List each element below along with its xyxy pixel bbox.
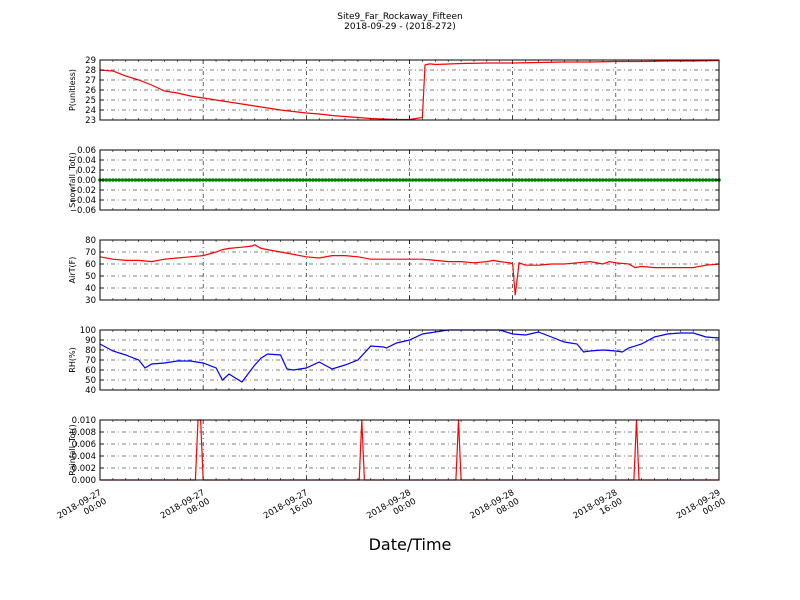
y-tick-label: 0.04 [77,156,96,166]
y-tick-label: 60 [85,366,96,376]
y-tick-label: 70 [85,248,96,258]
y-tick-label: 80 [85,346,96,356]
chart-title: Site9_Far_Rockaway_Fifteen [337,12,463,22]
y-tick-label: −0.02 [70,186,96,196]
series-line-4 [99,329,720,383]
series-line-1 [99,59,720,121]
y-tick-label: 0.06 [77,146,96,156]
series-line-3 [99,244,720,296]
panel-2: −0.06−0.04−0.020.000.020.040.06Snowfall_… [68,146,721,216]
y-tick-label: 60 [85,260,96,270]
y-tick-label: 23 [85,116,96,126]
y-axis-label: Snowfall_Tot() [68,152,77,208]
y-tick-label: 50 [85,376,96,386]
y-tick-label: 0.02 [77,166,96,176]
y-tick-label: 0.006 [72,440,96,450]
y-tick-label: 28 [85,66,96,76]
x-tick-label: 2018-09-2708:00 [159,488,212,530]
y-tick-label: 40 [85,284,96,294]
chart-subtitle: 2018-09-29 - (2018-272) [344,22,456,32]
x-tick-label: 2018-09-2800:00 [365,488,418,530]
series-markers-2 [98,178,721,182]
panel-3: 30 40 50 60 70 80 AirT(F) [68,236,720,306]
y-tick-label: 0.004 [72,452,96,462]
y-tick-label: 70 [85,356,96,366]
y-tick-label: 26 [85,86,96,96]
y-tick-label: 25 [85,96,96,106]
y-axis-label: RH(%) [68,347,77,372]
x-tick-label: 2018-09-2700:00 [56,488,109,530]
y-tick-label: 0.00 [77,176,96,186]
y-tick-label: −0.06 [70,206,96,216]
y-axis-label: Rainfall_Tot() [68,424,77,476]
y-tick-label: 100 [80,326,96,336]
y-tick-label: 50 [85,272,96,282]
y-axis-label: AirT(F) [68,257,77,284]
y-tick-label: 0.010 [72,416,96,426]
y-tick-label: 0.008 [72,428,96,438]
y-tick-label: 40 [85,386,96,396]
x-tick-label: 2018-09-2716:00 [262,488,315,530]
panel-5: 0.000 0.002 0.004 0.006 0.008 0.010Rainfall_T… [68,416,720,486]
y-axis-label: P(unitless) [68,69,77,111]
x-axis-label: Date/Time [369,535,452,554]
y-tick-label: 90 [85,336,96,346]
y-tick-label: 24 [85,106,96,116]
y-tick-label: 0.002 [72,464,96,474]
y-tick-label: 27 [85,76,96,86]
x-tick-label: 2018-09-2816:00 [572,488,625,530]
y-tick-label: 0.000 [72,476,96,486]
y-tick-label: 80 [85,236,96,246]
y-tick-label: −0.04 [70,196,96,206]
y-tick-label: 29 [85,56,96,66]
x-tick-label: 2018-09-2808:00 [468,488,521,530]
x-tick-label: 2018-09-2900:00 [675,488,728,530]
y-tick-label: 30 [85,296,96,306]
